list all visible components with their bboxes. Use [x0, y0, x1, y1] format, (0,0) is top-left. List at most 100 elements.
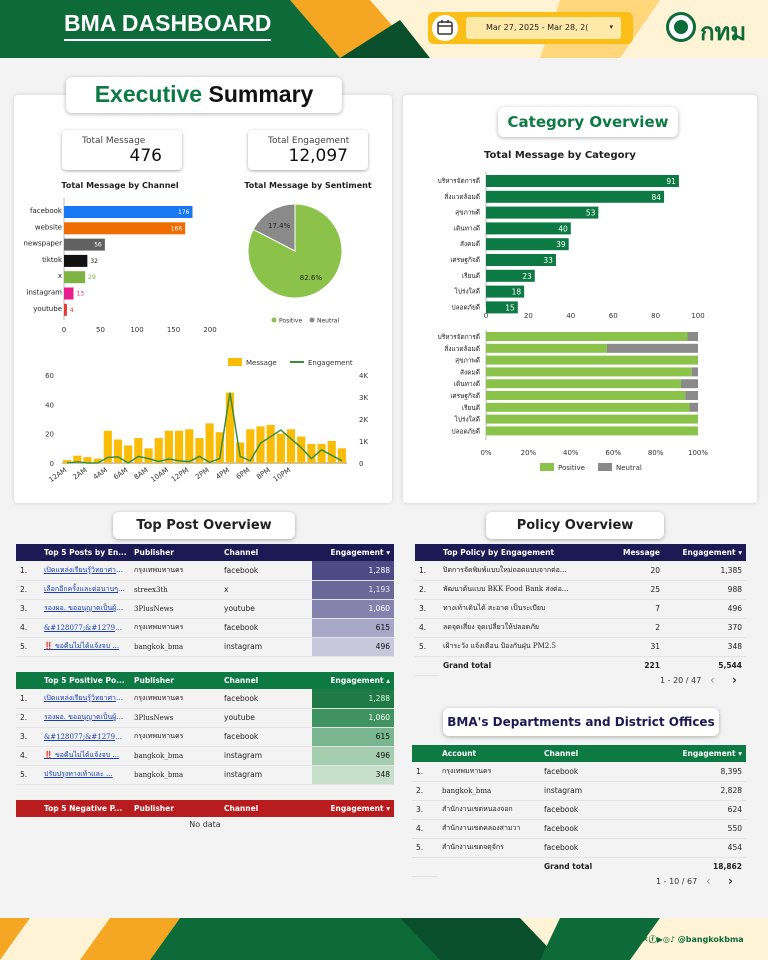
- channel: facebook: [220, 727, 312, 747]
- x-tick-label: 6PM: [235, 466, 252, 481]
- table-row[interactable]: 3. สำนักงานเขตหนองจอก facebook 624: [412, 800, 746, 820]
- channel: facebook: [220, 618, 312, 638]
- row-index: 1.: [16, 561, 40, 581]
- table-row[interactable]: 5. สำนักงานเขตจตุจักร facebook 454: [412, 838, 746, 858]
- x-icon[interactable]: ✕: [642, 935, 649, 944]
- post-link: เปิดแหล่งเรียนรู้วิทยาศาสตร์ ...: [40, 561, 130, 581]
- table-row[interactable]: 2. bangkok_bma instagram 2,828: [412, 781, 746, 801]
- col-index: [415, 544, 439, 561]
- table-row[interactable]: 1. เปิดแหล่งเรียนรู้วิทยาศาสตร์ ... กรุงเท…: [16, 561, 394, 581]
- row-index: 5.: [16, 765, 40, 785]
- bma-seal-logo: [666, 12, 696, 42]
- col-engagement-sort[interactable]: Engagement ▴: [330, 676, 390, 685]
- title-part-a: Executive: [94, 81, 203, 107]
- data-label: 53: [586, 209, 596, 218]
- table-row[interactable]: 2. พัฒนาต้นแบบ BKK Food Bank ส่งต่อ... 25 9…: [415, 580, 746, 600]
- date-range-select[interactable]: Mar 27, 2025 - Mar 28, 2( ▾: [466, 17, 621, 39]
- col-engagement-sort[interactable]: Engagement ▾: [682, 548, 742, 557]
- table-row[interactable]: 3. รองผอ. ขออนุญาตเป็นผู้แทน ... 3PlusNews…: [16, 599, 394, 619]
- next-page-icon[interactable]: ›: [728, 874, 733, 888]
- prev-page-icon[interactable]: ‹: [710, 673, 715, 687]
- col-publisher[interactable]: Publisher: [134, 676, 174, 685]
- x-tick-label: 20%: [521, 449, 537, 457]
- instagram-icon[interactable]: ◎: [662, 935, 670, 944]
- table-header: Top 5 Negative P... Publisher Channel En…: [16, 800, 394, 817]
- positive-bar: [486, 332, 688, 341]
- category-label: facebook: [30, 207, 63, 215]
- channel: instagram: [220, 765, 312, 785]
- table-row[interactable]: 5. ปรับปรุงทางเท้าและ ... bangkok_bma insta…: [16, 765, 394, 785]
- col-channel[interactable]: Channel: [224, 804, 259, 813]
- bar: [486, 175, 679, 187]
- col-channel[interactable]: Channel: [544, 749, 579, 758]
- table-row[interactable]: 2. เลือกอีกครั้งและต่อนานๆ ... streex3th x 1…: [16, 580, 394, 600]
- col-post[interactable]: Top 5 Posts by En...: [44, 548, 127, 557]
- col-index: [16, 800, 40, 817]
- table-row[interactable]: 4. ‼️ ขอคืนไม่ได้แจ้งจบ ... bangkok_bma ins…: [16, 746, 394, 766]
- bar-newspaper: [64, 238, 105, 251]
- table-row[interactable]: 4. &#128077;&#12799... กรุงเทพมหานคร facebo…: [16, 618, 394, 638]
- tiktok-icon[interactable]: ♪: [669, 935, 675, 944]
- row-index: 2.: [16, 580, 40, 600]
- grand-total-engagement: 18,862: [713, 862, 742, 872]
- col-message[interactable]: Message: [623, 548, 660, 557]
- positive-bar: [486, 426, 698, 436]
- engagement-value: 496: [312, 637, 394, 657]
- date-range-control[interactable]: Mar 27, 2025 - Mar 28, 2( ▾: [428, 12, 633, 44]
- col-channel[interactable]: Channel: [224, 548, 259, 557]
- table-row[interactable]: 4. สำนักงานเขตคลองสามวา facebook 550: [412, 819, 746, 839]
- category-label: โปร่งใสดี: [454, 288, 480, 296]
- table-row[interactable]: 4. ลดจุดเสี่ยง จุดเปลี่ยวให้ปลอดภัย 2 370: [415, 618, 746, 638]
- engagement-value: 496: [664, 599, 746, 619]
- x-tick-label: 6AM: [112, 466, 129, 481]
- engagement-value: 615: [312, 727, 394, 747]
- col-index: [16, 672, 40, 689]
- table-row[interactable]: 5. ‼️ ขอคืนไม่ได้แจ้งจบ ... bangkok_bma ins…: [16, 637, 394, 657]
- table-row[interactable]: 1. เปิดแหล่งเรียนรู้วิทยาศาสตร์ ... กรุงเท…: [16, 689, 394, 709]
- message-bar: [154, 438, 163, 463]
- legend-label: Positive: [279, 318, 302, 325]
- message-bar: [215, 432, 224, 463]
- calendar-icon[interactable]: [432, 15, 458, 41]
- social-links: ✕ⓕ▶◎♪ @bangkokbma: [642, 934, 744, 945]
- engagement-value: 1,385: [664, 561, 746, 581]
- col-engagement-sort[interactable]: Engagement ▾: [330, 548, 390, 557]
- legend-label: Engagement: [308, 359, 353, 367]
- engagement-value: 454: [660, 838, 746, 858]
- table-row[interactable]: 2. รองผอ. ขออนุญาตเป็นผู้แทน ... 3PlusNews…: [16, 708, 394, 728]
- channel: facebook: [220, 689, 312, 709]
- col-post[interactable]: Top 5 Positive Po...: [44, 676, 125, 685]
- message-bar: [185, 429, 194, 463]
- category-label: บริหารจัดการดี: [438, 333, 480, 341]
- sentiment-chart-title: Total Message by Sentiment: [244, 181, 372, 190]
- col-publisher[interactable]: Publisher: [134, 804, 174, 813]
- col-engagement-sort[interactable]: Engagement ▾: [330, 804, 390, 813]
- col-publisher[interactable]: Publisher: [134, 548, 174, 557]
- prev-page-icon[interactable]: ‹: [706, 874, 711, 888]
- engagement-value: 8,395: [660, 762, 746, 782]
- youtube-icon[interactable]: ▶: [656, 935, 663, 944]
- table-row[interactable]: 3. ทางเท้าเดินได้ สะอาด เป็นระเบียบ 7 496: [415, 599, 746, 619]
- col-account[interactable]: Account: [442, 749, 477, 758]
- no-data-message: No data: [189, 820, 221, 829]
- table-row[interactable]: 3. &#128077;&#12799... กรุงเทพมหานคร facebo…: [16, 727, 394, 747]
- next-page-icon[interactable]: ›: [732, 673, 737, 687]
- data-label: 176: [178, 209, 190, 216]
- col-post[interactable]: Top 5 Negative P...: [44, 804, 123, 813]
- x-tick-label: 12PM: [170, 466, 190, 484]
- col-policy[interactable]: Top Policy by Engagement: [443, 548, 555, 557]
- col-engagement-sort[interactable]: Engagement ▾: [682, 749, 742, 758]
- col-channel[interactable]: Channel: [224, 676, 259, 685]
- facebook-icon[interactable]: ⓕ: [648, 935, 657, 944]
- account-name: bangkok_bma: [438, 781, 540, 801]
- positive-bar: [486, 379, 682, 389]
- table-row[interactable]: 1. ปิดการจัดพิมพ์แบบใหม่ถอดแบบจากต่อ... 20…: [415, 561, 746, 581]
- channel-bar-chart: 0 50 100 150 200 facebook 176 website 166 newspap…: [24, 198, 217, 334]
- message-bar: [317, 443, 326, 463]
- table-row[interactable]: 5. เฝ้าระวัง แจ้งเตือน ป้องกันฝุ่น PM2.5 3…: [415, 637, 746, 657]
- policy-pager-text: 1 - 20 / 47: [660, 676, 702, 685]
- grand-total-message: 221: [644, 661, 660, 671]
- data-label: 13: [76, 291, 84, 298]
- table-row[interactable]: 1. กรุงเทพมหานคร facebook 8,395: [412, 762, 746, 782]
- row-index: 5.: [412, 838, 438, 858]
